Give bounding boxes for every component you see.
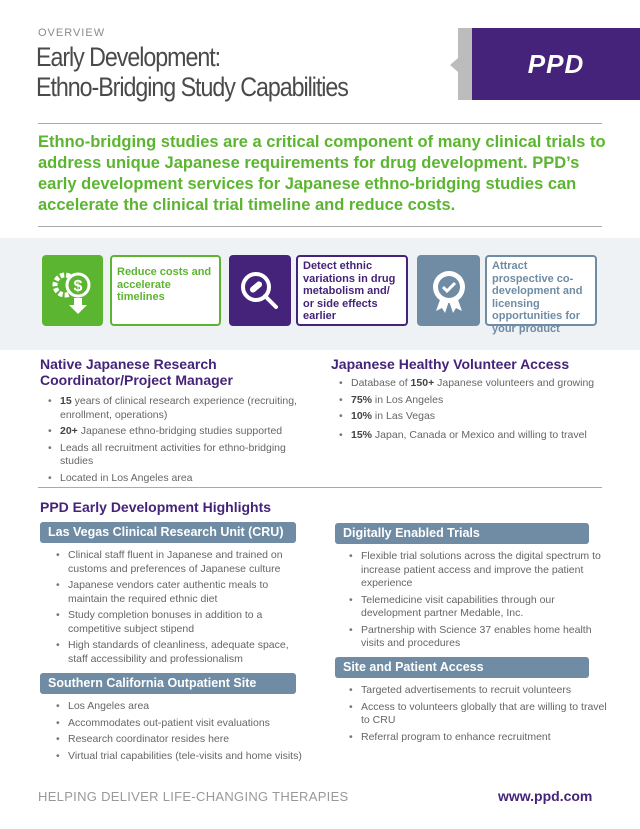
intro-text: Ethno-bridging studies are a critical co… bbox=[38, 133, 606, 214]
coordinator-heading: Native Japanese Research Coordinator/Pro… bbox=[40, 356, 233, 388]
divider bbox=[38, 226, 602, 227]
divider bbox=[38, 123, 602, 124]
list-item: Los Angeles area bbox=[56, 700, 326, 714]
highlights-heading: PPD Early Development Highlights bbox=[40, 499, 272, 515]
list-item: 15 years of clinical research experience… bbox=[48, 395, 308, 422]
benefit-text-2: Detect ethnic variations in drug metabol… bbox=[296, 255, 408, 326]
coordinator-section: Native Japanese Research Coordinator/Pro… bbox=[40, 356, 310, 488]
title-line-2: Ethno-Bridging Study Capabilities bbox=[36, 72, 349, 102]
section-label: OVERVIEW bbox=[38, 27, 106, 39]
list-item: Targeted advertisements to recruit volun… bbox=[349, 684, 609, 698]
title-line-1: Early Development: bbox=[36, 42, 221, 72]
list-item: Referral program to enhance recruitment bbox=[349, 731, 609, 745]
list-item: 20+ Japanese ethno-bridging studies supp… bbox=[48, 425, 308, 439]
list-item: Research coordinator resides here bbox=[56, 733, 326, 747]
list-item: Access to volunteers globally that are w… bbox=[349, 701, 609, 728]
lv-title: Las Vegas Clinical Research Unit (CRU) bbox=[40, 522, 296, 543]
list-item: Clinical staff fluent in Japanese and tr… bbox=[56, 549, 296, 576]
sc-title: Southern California Outpatient Site bbox=[40, 673, 296, 694]
dt-title: Digitally Enabled Trials bbox=[335, 523, 589, 544]
benefit-text-3: Attract prospective co-development and l… bbox=[485, 255, 597, 335]
footer-tagline: HELPING DELIVER LIFE-CHANGING THERAPIES bbox=[38, 789, 349, 804]
list-item: Accommodates out-patient visit evaluatio… bbox=[56, 717, 326, 731]
volunteers-heading: Japanese Healthy Volunteer Access bbox=[331, 356, 570, 372]
benefit-text-1: Reduce costs and accelerate timelines bbox=[110, 255, 221, 326]
dt-section: Digitally Enabled Trials Flexible trial … bbox=[335, 523, 601, 654]
list-item: Database of 150+ Japanese volunteers and… bbox=[339, 377, 621, 391]
list-item: Flexible trial solutions across the digi… bbox=[349, 550, 609, 591]
sp-title: Site and Patient Access bbox=[335, 657, 589, 678]
list-item: Partnership with Science 37 enables home… bbox=[349, 624, 609, 651]
award-ribbon-icon bbox=[417, 255, 480, 326]
volunteers-section: Japanese Healthy Volunteer Access Databa… bbox=[331, 356, 621, 445]
list-item: Located in Los Angeles area bbox=[48, 472, 308, 486]
list-item: 75% in Los Angeles bbox=[339, 394, 621, 408]
list-item: Virtual trial capabilities (tele-visits … bbox=[56, 750, 326, 764]
svg-text:$: $ bbox=[73, 278, 82, 295]
gear-dollar-icon: $ bbox=[42, 255, 103, 326]
divider bbox=[38, 487, 602, 488]
magnifier-pill-icon bbox=[229, 255, 291, 326]
logo-bracket bbox=[458, 28, 474, 100]
logo-bracket-notch bbox=[450, 58, 458, 72]
ppd-logo: PPD bbox=[472, 28, 640, 100]
website-link[interactable]: www.ppd.com bbox=[498, 788, 593, 804]
list-item: 15% Japan, Canada or Mexico and willing … bbox=[339, 429, 621, 443]
list-item: High standards of cleanliness, adequate … bbox=[56, 639, 296, 666]
lv-section: Las Vegas Clinical Research Unit (CRU) C… bbox=[40, 522, 296, 669]
list-item: 10% in Las Vegas bbox=[339, 410, 621, 424]
list-item: Japanese vendors cater authentic meals t… bbox=[56, 579, 296, 606]
list-item: Leads all recruitment activities for eth… bbox=[48, 442, 308, 469]
sp-section: Site and Patient Access Targeted adverti… bbox=[335, 657, 607, 747]
list-item: Telemedicine visit capabilities through … bbox=[349, 594, 609, 621]
sc-section: Southern California Outpatient Site Los … bbox=[40, 673, 302, 766]
page-title: Early Development: Ethno-Bridging Study C… bbox=[36, 42, 397, 102]
list-item: Study completion bonuses in addition to … bbox=[56, 609, 296, 636]
